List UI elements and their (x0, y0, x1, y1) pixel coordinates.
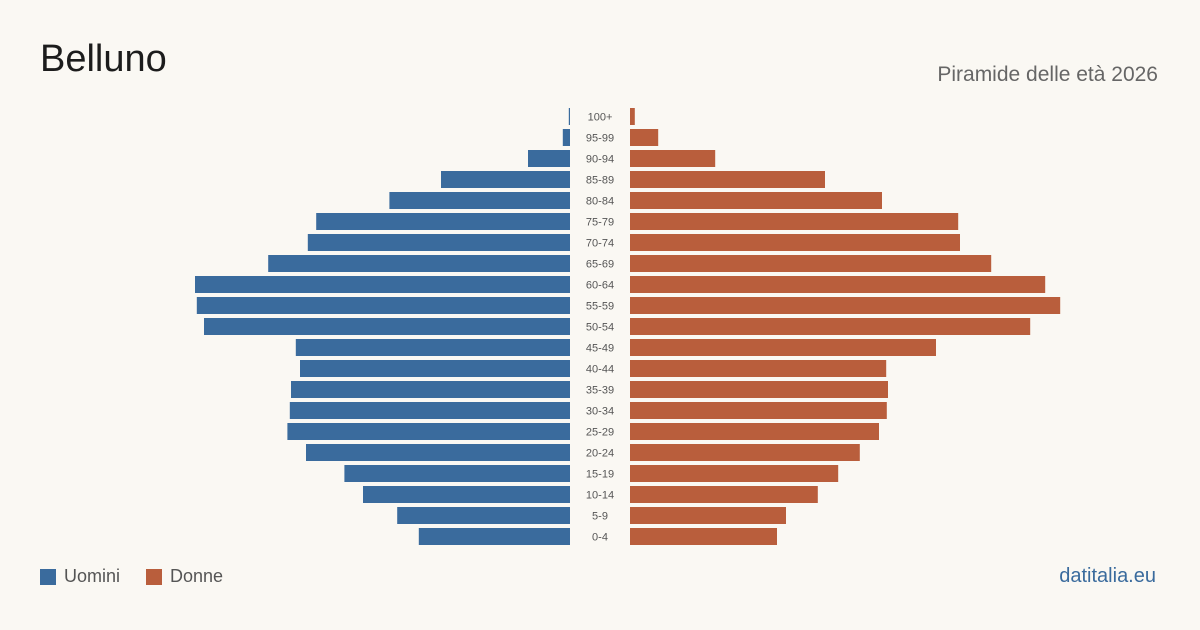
bar-men-65-69 (268, 255, 570, 272)
bar-women-20-24 (630, 444, 860, 461)
age-label-5-9: 5-9 (592, 511, 608, 523)
bar-men-0-4 (418, 528, 570, 545)
legend-label-men: Uomini (64, 566, 121, 586)
bar-men-60-64 (195, 276, 570, 293)
bar-women-55-59 (630, 297, 1061, 314)
bar-women-65-69 (630, 255, 992, 272)
bar-women-40-44 (630, 360, 887, 377)
legend: Uomini Donne (40, 566, 249, 587)
bars-men (195, 108, 571, 545)
bar-women-35-39 (630, 381, 888, 398)
bar-women-30-34 (630, 402, 887, 419)
legend-item-men: Uomini (40, 566, 120, 587)
age-label-45-49: 45-49 (586, 343, 614, 355)
bar-women-85-89 (630, 171, 825, 188)
bar-men-100plus (568, 108, 570, 125)
age-label-70-74: 70-74 (586, 238, 614, 250)
bar-men-95-99 (562, 129, 570, 146)
legend-swatch-women (146, 568, 163, 585)
bar-men-5-9 (397, 507, 570, 524)
age-label-30-34: 30-34 (586, 406, 614, 418)
age-label-10-14: 10-14 (586, 490, 614, 502)
bar-women-25-29 (630, 423, 879, 440)
bar-men-45-49 (295, 339, 570, 356)
bars-women (630, 108, 1061, 545)
bar-men-25-29 (287, 423, 570, 440)
age-label-95-99: 95-99 (586, 133, 614, 145)
bar-women-75-79 (630, 213, 959, 230)
bar-men-20-24 (306, 444, 570, 461)
bar-women-5-9 (630, 507, 786, 524)
bar-women-60-64 (630, 276, 1046, 293)
bar-men-50-54 (204, 318, 570, 335)
bar-men-15-19 (344, 465, 570, 482)
age-label-55-59: 55-59 (586, 301, 614, 313)
bar-women-15-19 (630, 465, 839, 482)
age-label-35-39: 35-39 (586, 385, 614, 397)
bar-men-40-44 (300, 360, 570, 377)
bar-women-80-84 (630, 192, 882, 209)
age-label-50-54: 50-54 (586, 322, 614, 334)
bar-men-35-39 (291, 381, 570, 398)
brand-link[interactable]: datitalia.eu (1059, 565, 1156, 587)
age-label-85-89: 85-89 (586, 175, 614, 187)
age-label-40-44: 40-44 (586, 364, 614, 376)
age-label-0-4: 0-4 (592, 532, 608, 544)
age-label-60-64: 60-64 (586, 280, 614, 292)
bar-women-50-54 (630, 318, 1031, 335)
age-label-25-29: 25-29 (586, 427, 614, 439)
chart-subtitle: Piramide delle età 2026 (937, 63, 1158, 86)
bar-men-75-79 (316, 213, 570, 230)
bar-women-10-14 (630, 486, 818, 503)
age-label-20-24: 20-24 (586, 448, 614, 460)
age-label-100plus: 100+ (588, 112, 613, 124)
bar-women-90-94 (630, 150, 716, 167)
legend-swatch-men (40, 568, 56, 585)
age-label-65-69: 65-69 (586, 259, 614, 271)
legend-item-women: Donne (146, 566, 223, 587)
page-title: Belluno (40, 38, 167, 80)
bar-men-55-59 (196, 297, 571, 314)
bar-men-30-34 (289, 402, 570, 419)
age-label-80-84: 80-84 (586, 196, 614, 208)
bar-women-100plus (630, 108, 635, 125)
bar-men-70-74 (307, 234, 570, 251)
age-group-labels: 100+ 95-99 90-94 85-89 80-84 75-79 70-74 65-69 6… (586, 112, 614, 544)
age-label-75-79: 75-79 (586, 217, 614, 229)
bar-women-45-49 (630, 339, 936, 356)
bar-men-80-84 (389, 192, 570, 209)
bar-men-90-94 (528, 150, 570, 167)
bar-women-70-74 (630, 234, 960, 251)
bar-women-95-99 (630, 129, 659, 146)
age-label-90-94: 90-94 (586, 154, 614, 166)
bar-men-85-89 (441, 171, 570, 188)
age-label-15-19: 15-19 (586, 469, 614, 481)
bar-men-10-14 (363, 486, 570, 503)
bar-women-0-4 (630, 528, 777, 545)
legend-label-women: Donne (170, 566, 224, 586)
